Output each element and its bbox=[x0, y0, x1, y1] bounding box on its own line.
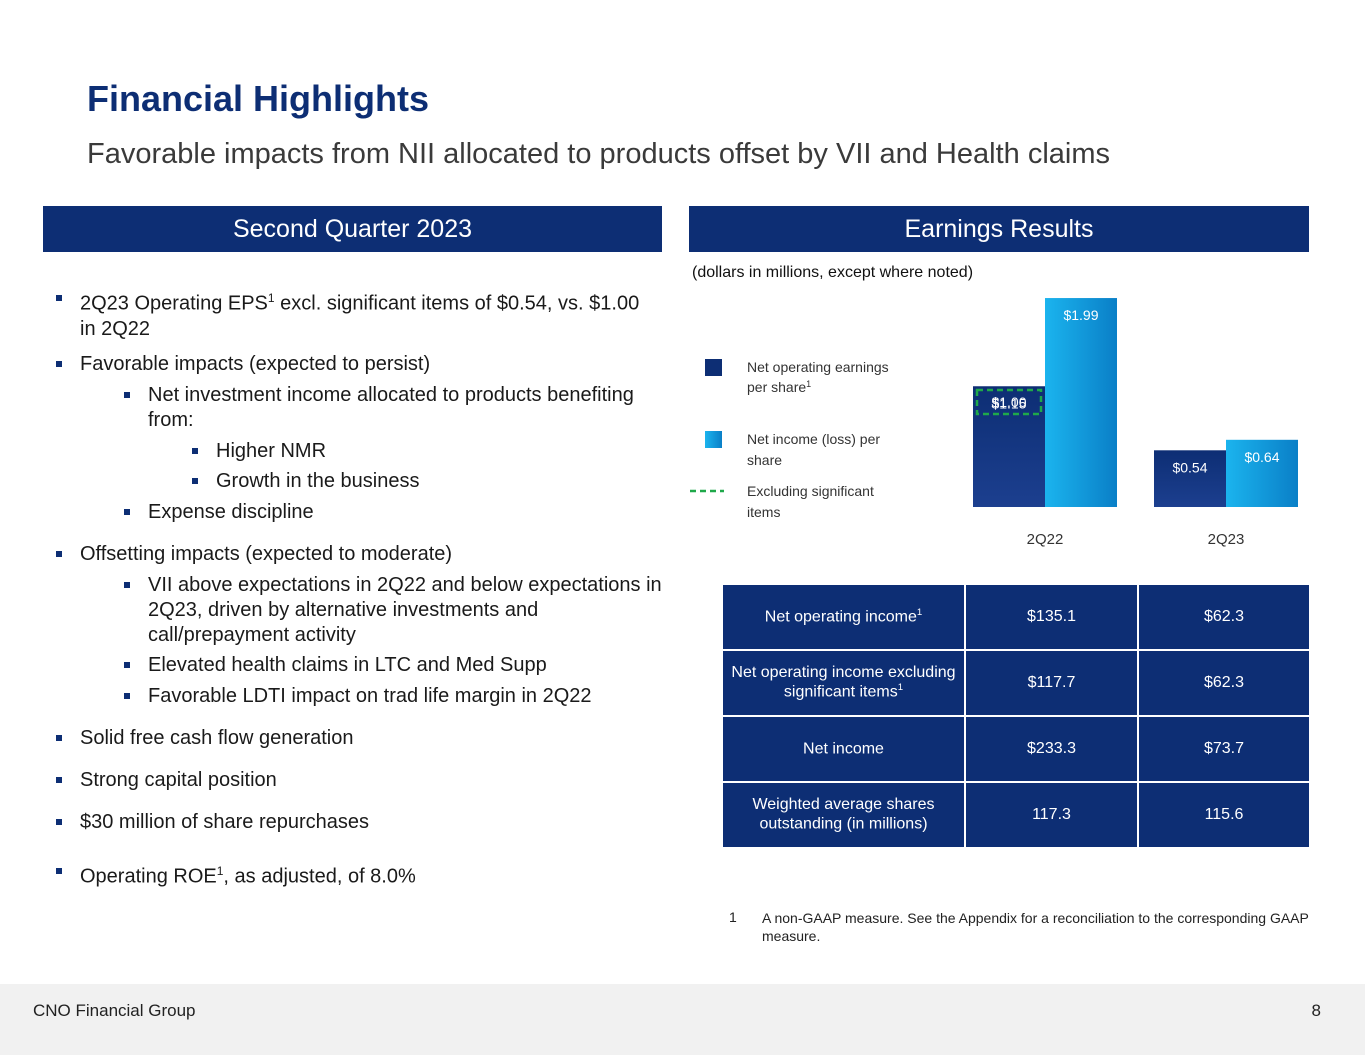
bullet-higher-nmr: Higher NMR bbox=[192, 439, 636, 464]
data-label-2q22-series-1: $1.99 bbox=[1063, 307, 1098, 323]
footer-company: CNO Financial Group bbox=[33, 1001, 196, 1020]
bullet-ldti: Favorable LDTI impact on trad life margi… bbox=[124, 684, 666, 709]
bullet-operating-eps: 2Q23 Operating EPS1 excl. significant it… bbox=[56, 286, 640, 342]
table-row: Weighted average shares outstanding (in … bbox=[721, 781, 1311, 849]
bullet-marker bbox=[56, 361, 62, 367]
x-tick-label-2q23: 2Q23 bbox=[1208, 531, 1245, 548]
bullet-text: Net investment income allocated to produ… bbox=[148, 384, 634, 431]
row-label: Net income bbox=[721, 715, 966, 783]
bullet-marker bbox=[192, 448, 198, 454]
bullet-text: excl. significant items of $0.54, vs. $1… bbox=[80, 292, 640, 340]
cell-2q22: $135.1 bbox=[964, 583, 1139, 651]
bullet-text: Expense discipline bbox=[148, 501, 314, 523]
legend-swatch-net-income bbox=[705, 431, 722, 448]
data-label-2q22-series-0: $1.15 bbox=[991, 395, 1026, 411]
legend-label-excluding-items: Excluding significant bbox=[747, 483, 874, 499]
bullet-text: $30 million of share repurchases bbox=[80, 811, 370, 833]
section-header-earnings-results: Earnings Results bbox=[689, 206, 1309, 252]
bullet-text: Strong capital position bbox=[80, 769, 277, 791]
bullet-health-claims: Elevated health claims in LTC and Med Su… bbox=[124, 653, 666, 678]
footnote-ref: 1 bbox=[267, 291, 275, 305]
bullet-marker bbox=[56, 819, 62, 825]
legend-label-net-income-line2: share bbox=[747, 452, 782, 468]
bullet-marker bbox=[124, 693, 130, 699]
legend-label-net-income: Net income (loss) per bbox=[747, 431, 880, 447]
footnote-number: 1 bbox=[729, 909, 737, 925]
bar-2q22-series-1 bbox=[1045, 298, 1117, 507]
cell-2q23: 115.6 bbox=[1137, 781, 1311, 849]
bar-2q23-series-0 bbox=[1154, 450, 1226, 507]
bar-2q22-series-0 bbox=[973, 386, 1045, 507]
bullet-marker bbox=[124, 509, 130, 515]
bullet-share-repurchases: $30 million of share repurchases bbox=[56, 810, 640, 835]
bullet-marker bbox=[56, 777, 62, 783]
footnote-ref: 1 bbox=[216, 864, 224, 878]
table-row: Net income $233.3 $73.7 bbox=[721, 715, 1311, 783]
page-number: 8 bbox=[1311, 1001, 1321, 1020]
earnings-table: Net operating income1 $135.1 $62.3 Net o… bbox=[721, 583, 1311, 849]
page-subtitle: Favorable impacts from NII allocated to … bbox=[87, 138, 1110, 170]
bullet-text: Growth in the business bbox=[216, 470, 420, 492]
excluding-items-marker-2q22 bbox=[975, 388, 1043, 416]
page-title: Financial Highlights bbox=[87, 78, 430, 119]
legend-label-operating-eps-line2: per share1 bbox=[747, 379, 811, 395]
bullet-text: Favorable LDTI impact on trad life margi… bbox=[148, 685, 592, 707]
bullet-growth: Growth in the business bbox=[192, 469, 636, 494]
data-label-2q23-series-0: $0.54 bbox=[1172, 459, 1207, 475]
bullet-net-investment-income: Net investment income allocated to produ… bbox=[124, 383, 668, 433]
bullet-marker bbox=[192, 478, 198, 484]
bullet-text: Elevated health claims in LTC and Med Su… bbox=[148, 654, 547, 676]
bullet-marker bbox=[124, 392, 130, 398]
bullet-text: VII above expectations in 2Q22 and below… bbox=[148, 574, 662, 646]
cell-2q22: $117.7 bbox=[964, 649, 1139, 717]
cell-2q23: $62.3 bbox=[1137, 649, 1311, 717]
bullet-marker bbox=[56, 551, 62, 557]
legend-swatch-operating-eps bbox=[705, 359, 722, 376]
x-tick-label-2q22: 2Q22 bbox=[1027, 531, 1064, 548]
bullet-vii: VII above expectations in 2Q22 and below… bbox=[124, 573, 666, 648]
bullet-text: Solid free cash flow generation bbox=[80, 727, 354, 749]
bullet-marker bbox=[124, 662, 130, 668]
bullet-offsetting-impacts: Offsetting impacts (expected to moderate… bbox=[56, 542, 660, 567]
cell-2q22: $233.3 bbox=[964, 715, 1139, 783]
bullet-text: , as adjusted, of 8.0% bbox=[223, 865, 416, 888]
bullet-text: Operating ROE bbox=[80, 865, 217, 888]
legend-label-excluding-items-line2: items bbox=[747, 504, 780, 520]
bullet-free-cash-flow: Solid free cash flow generation bbox=[56, 726, 640, 751]
row-label: Weighted average shares outstanding (in … bbox=[721, 781, 966, 849]
legend-label-operating-eps: Net operating earnings bbox=[747, 359, 889, 375]
row-label: Net operating income excluding significa… bbox=[721, 649, 966, 717]
bar-2q23-series-1 bbox=[1226, 439, 1298, 507]
cell-2q23: $73.7 bbox=[1137, 715, 1311, 783]
bullet-favorable-impacts: Favorable impacts (expected to persist) bbox=[56, 352, 640, 377]
bullet-text: 2Q23 Operating EPS bbox=[80, 292, 268, 315]
footnote-text: A non-GAAP measure. See the Appendix for… bbox=[762, 910, 1309, 944]
data-label-2q23-series-1: $0.64 bbox=[1244, 449, 1279, 465]
bullet-marker bbox=[56, 735, 62, 741]
bullet-marker bbox=[56, 295, 62, 301]
cell-2q22: 117.3 bbox=[964, 781, 1139, 849]
bullet-text: Higher NMR bbox=[216, 440, 327, 462]
bullet-marker bbox=[124, 582, 130, 588]
bullet-capital-position: Strong capital position bbox=[56, 768, 640, 793]
bullet-expense-discipline: Expense discipline bbox=[124, 500, 668, 525]
table-row: Net operating income1 $135.1 $62.3 bbox=[721, 583, 1311, 651]
bullet-operating-roe: Operating ROE1, as adjusted, of 8.0% bbox=[56, 859, 640, 890]
footer-bar bbox=[0, 984, 1365, 1055]
table-row: Net operating income excluding significa… bbox=[721, 649, 1311, 717]
bullet-marker bbox=[56, 868, 62, 874]
excluding-items-label-2q22: $1.00 bbox=[991, 394, 1026, 410]
cell-2q23: $62.3 bbox=[1137, 583, 1311, 651]
eps-bar-chart: Net operating earnings per share1 Net in… bbox=[690, 298, 1298, 548]
bullet-text: Offsetting impacts (expected to moderate… bbox=[80, 543, 453, 565]
units-note: (dollars in millions, except where noted… bbox=[692, 264, 974, 281]
row-label: Net operating income1 bbox=[721, 583, 966, 651]
section-header-second-quarter: Second Quarter 2023 bbox=[43, 206, 662, 252]
bullet-text: Favorable impacts (expected to persist) bbox=[80, 353, 431, 375]
